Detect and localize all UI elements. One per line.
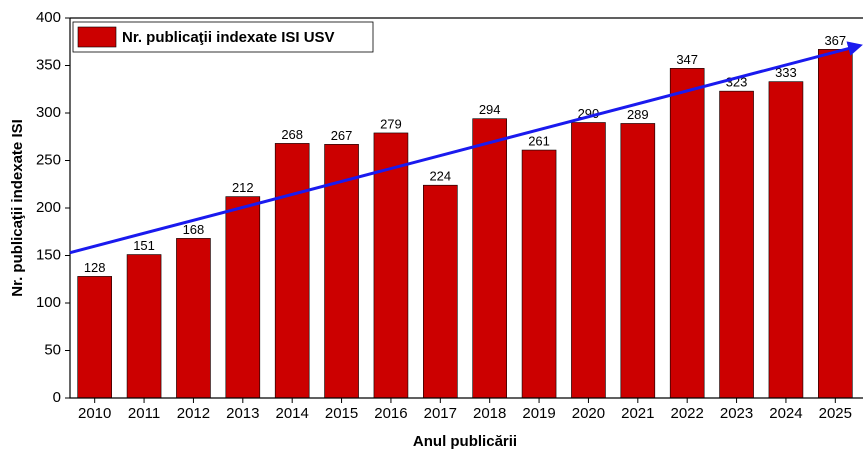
x-tick-label: 2020 (572, 405, 605, 422)
x-tick-label: 2012 (177, 405, 210, 422)
y-tick-label: 200 (36, 199, 61, 216)
x-tick-label: 2010 (78, 405, 111, 422)
data-label: 333 (775, 65, 797, 80)
legend-label: Nr. publicaţii indexate ISI USV (122, 29, 335, 46)
y-tick-label: 150 (36, 246, 61, 263)
x-tick-label: 2015 (325, 405, 358, 422)
x-tick-label: 2019 (522, 405, 555, 422)
x-tick-label: 2023 (720, 405, 753, 422)
data-label: 279 (380, 116, 402, 131)
data-label: 212 (232, 180, 254, 195)
x-tick-label: 2016 (374, 405, 407, 422)
bar (324, 144, 359, 399)
bar (768, 81, 804, 399)
x-tick-label: 2022 (671, 405, 704, 422)
bar (126, 254, 162, 399)
y-tick-label: 400 (36, 9, 61, 26)
data-label: 367 (824, 33, 846, 48)
bar (77, 276, 112, 399)
trend-line (69, 41, 863, 255)
bar (274, 143, 310, 399)
y-tick-label: 50 (44, 341, 61, 358)
data-label: 294 (479, 102, 501, 117)
x-tick-label: 2021 (621, 405, 654, 422)
data-label: 268 (281, 127, 303, 142)
bar (620, 123, 656, 399)
bar (719, 90, 754, 399)
bar (225, 196, 261, 399)
y-tick-label: 100 (36, 294, 61, 311)
x-tick-label: 2011 (128, 405, 160, 422)
plot-frame (69, 18, 863, 399)
x-tick-label: 2013 (226, 405, 259, 422)
bar (818, 49, 853, 399)
y-tick-label: 0 (53, 389, 61, 406)
data-label: 347 (676, 52, 698, 67)
y-tick-label: 350 (36, 56, 61, 73)
x-tick-label: 2017 (424, 405, 457, 422)
x-tick-label: 2018 (473, 405, 506, 422)
bar (669, 68, 705, 399)
legend-swatch (77, 26, 117, 48)
data-label: 168 (183, 222, 205, 237)
x-axis-title: Anul publicării (413, 433, 517, 450)
bar (472, 118, 507, 399)
data-label: 128 (84, 260, 106, 275)
bar (176, 238, 211, 399)
x-tick-label: 2014 (276, 405, 309, 422)
bar (423, 184, 458, 399)
data-label: 289 (627, 107, 649, 122)
y-tick-label: 300 (36, 104, 61, 121)
data-label: 267 (331, 128, 353, 143)
legend-box (72, 21, 374, 53)
data-label: 261 (528, 133, 550, 148)
y-tick-label: 250 (36, 151, 61, 168)
bar (571, 122, 606, 399)
data-label: 224 (429, 169, 451, 184)
y-axis-title: Nr. publicaţii indexate ISI (9, 119, 26, 297)
bar (521, 149, 557, 399)
data-label: 151 (133, 238, 155, 253)
x-tick-label: 2025 (819, 405, 852, 422)
x-tick-label: 2024 (769, 405, 802, 422)
